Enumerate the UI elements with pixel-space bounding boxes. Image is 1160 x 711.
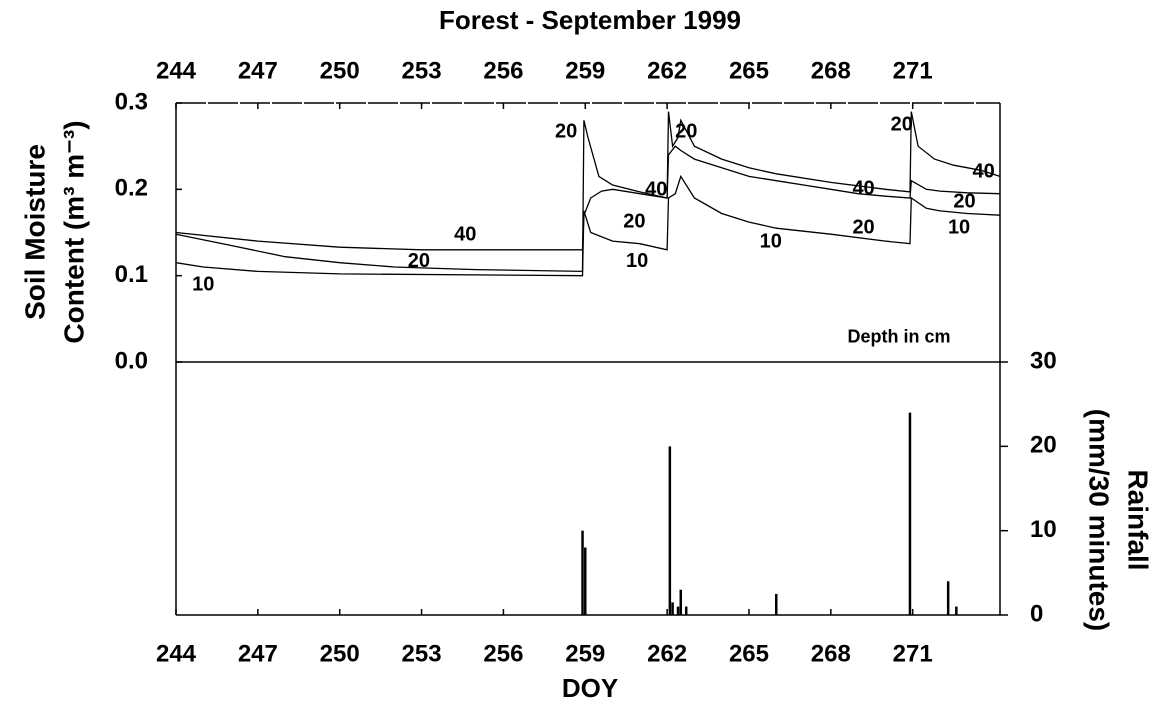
annotation: 40 xyxy=(973,160,995,182)
x-tick-label: 253 xyxy=(402,640,442,667)
annotation: 20 xyxy=(852,216,874,238)
x-tick-label: 268 xyxy=(811,57,851,84)
x-tick-label: 244 xyxy=(156,57,197,84)
x-axis-label: DOY xyxy=(562,673,618,703)
x-tick-label: 265 xyxy=(729,57,769,84)
annotation: 40 xyxy=(454,223,476,245)
x-tick-label: 256 xyxy=(483,640,523,667)
line xyxy=(175,111,1001,273)
x-tick-label: 262 xyxy=(647,57,687,84)
annotation: Depth in cm xyxy=(848,327,951,347)
y-axis-label: Content (m³ m⁻³) xyxy=(58,120,89,343)
y-tick-label: 0 xyxy=(1030,600,1043,627)
x-tick-label: 271 xyxy=(893,57,933,84)
x-tick-label: 247 xyxy=(238,640,278,667)
annotation: 10 xyxy=(760,230,782,252)
x-tick-label: 250 xyxy=(320,57,360,84)
y-tick-label: 0.3 xyxy=(115,88,148,115)
x-tick-label: 262 xyxy=(647,640,687,667)
line xyxy=(175,145,1001,251)
y-tick-label: 10 xyxy=(1030,516,1057,543)
y-tick-label: 20 xyxy=(1030,432,1057,459)
annotation: 20 xyxy=(675,121,697,143)
x-tick-label: 259 xyxy=(565,640,605,667)
x-tick-label: 247 xyxy=(238,57,278,84)
y-tick-label: 0.0 xyxy=(115,347,148,374)
y-tick-label: 30 xyxy=(1030,347,1057,374)
x-tick-label: 250 xyxy=(320,640,360,667)
annotation: 10 xyxy=(626,250,648,272)
annotation: 20 xyxy=(408,250,430,272)
annotation: 10 xyxy=(948,216,970,238)
x-tick-label: 268 xyxy=(811,640,851,667)
y-tick-label: 0.1 xyxy=(115,261,148,288)
x-tick-label: 271 xyxy=(893,640,933,667)
annotation: 20 xyxy=(891,114,913,136)
x-tick-label: 259 xyxy=(565,57,605,84)
line xyxy=(175,174,1001,277)
y2-axis-label: Rainfall xyxy=(1123,469,1154,570)
annotation: 10 xyxy=(192,273,214,295)
x-tick-label: 256 xyxy=(483,57,523,84)
x-tick-label: 253 xyxy=(402,57,442,84)
annotation: 20 xyxy=(623,210,645,232)
x-tick-label: 244 xyxy=(156,640,197,667)
annotation: 20 xyxy=(555,121,577,143)
annotation: 20 xyxy=(953,191,975,213)
x-tick-label: 265 xyxy=(729,640,769,667)
y-axis-label: Soil Moisture xyxy=(19,144,50,320)
annotation: 40 xyxy=(645,178,667,200)
chart-title: Forest - September 1999 xyxy=(439,5,741,35)
y2-axis-label: (mm/30 minutes) xyxy=(1084,409,1115,632)
annotation: 40 xyxy=(852,178,874,200)
y-tick-label: 0.2 xyxy=(115,175,148,202)
